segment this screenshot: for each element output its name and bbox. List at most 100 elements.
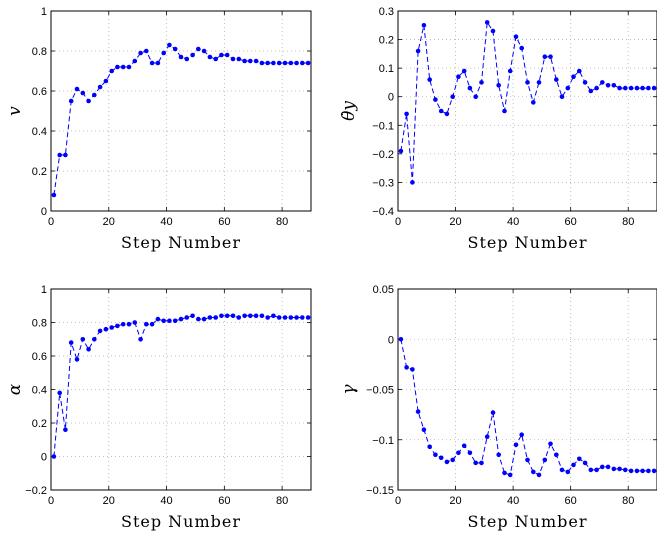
data-point xyxy=(305,315,311,320)
y-tick-label: −0.15 xyxy=(366,485,394,497)
data-point xyxy=(433,452,438,458)
data-point xyxy=(236,56,242,62)
data-point xyxy=(502,108,507,114)
data-point xyxy=(554,452,559,458)
data-point xyxy=(623,85,628,91)
y-tick-label: 0.6 xyxy=(32,86,47,98)
data-point xyxy=(115,64,120,70)
data-point xyxy=(138,337,143,342)
y-axis-label: α xyxy=(5,383,25,395)
data-point xyxy=(398,148,404,154)
data-point xyxy=(259,313,265,319)
data-point xyxy=(461,443,467,449)
data-point xyxy=(167,42,172,48)
chart-panel-2: 0 20 40 60 80 −0.4 −0.3 −0.2 −0.1 0 0.1 0.2 0.3 Step … xyxy=(339,6,657,252)
y-tick-label: −0.2 xyxy=(25,485,47,497)
data-point xyxy=(473,94,479,99)
x-tick-label: 0 xyxy=(48,216,54,228)
data-point xyxy=(410,367,415,372)
data-point xyxy=(617,85,622,91)
data-point xyxy=(507,68,513,74)
x-tick-label: 60 xyxy=(218,216,230,228)
data-point xyxy=(242,313,247,319)
data-point xyxy=(421,427,427,433)
data-point xyxy=(617,466,622,472)
data-point xyxy=(513,442,519,448)
x-axis-label: Step Number xyxy=(121,512,241,531)
data-point xyxy=(178,54,184,60)
x-tick-label: 80 xyxy=(622,216,634,228)
data-point xyxy=(415,48,421,54)
data-point xyxy=(444,459,450,465)
data-point xyxy=(582,80,588,85)
data-point xyxy=(253,313,259,319)
data-point xyxy=(184,315,190,320)
data-point xyxy=(623,467,628,473)
data-point xyxy=(184,56,190,62)
data-point xyxy=(144,48,149,54)
data-point xyxy=(577,456,582,462)
y-tick-label: 0 xyxy=(41,206,47,218)
data-point xyxy=(294,60,299,66)
data-point xyxy=(582,460,588,466)
data-point xyxy=(640,468,645,474)
data-point xyxy=(51,192,57,198)
data-point xyxy=(605,464,611,470)
x-tick-label: 80 xyxy=(622,495,634,507)
data-point xyxy=(456,450,461,456)
data-point xyxy=(404,111,409,117)
data-point xyxy=(86,98,91,104)
data-point xyxy=(628,85,634,91)
data-point xyxy=(554,77,559,82)
data-point xyxy=(103,78,109,84)
data-point xyxy=(433,97,438,102)
data-point xyxy=(542,54,548,59)
data-point xyxy=(300,60,305,66)
data-point xyxy=(646,468,651,474)
data-point xyxy=(450,457,456,463)
data-point xyxy=(265,60,271,66)
y-tick-label: −0.3 xyxy=(372,177,394,189)
y-tick-label: −0.05 xyxy=(366,385,394,397)
data-point xyxy=(404,365,409,370)
data-point xyxy=(288,315,294,320)
data-point xyxy=(97,328,103,334)
y-tick-label: −0.1 xyxy=(372,120,394,132)
y-tick-label: 0 xyxy=(41,452,47,464)
data-point xyxy=(651,468,657,474)
data-point xyxy=(126,64,132,70)
x-tick-label: 20 xyxy=(449,216,461,228)
y-tick-label: 0.8 xyxy=(32,318,47,330)
data-point xyxy=(484,434,490,440)
data-point xyxy=(92,92,97,98)
data-point xyxy=(51,454,57,459)
data-point xyxy=(634,468,640,474)
y-tick-label: 1 xyxy=(41,6,47,18)
x-tick-label: 40 xyxy=(507,216,519,228)
data-point xyxy=(450,94,456,99)
x-tick-label: 80 xyxy=(276,495,288,507)
data-point xyxy=(242,58,247,64)
data-point xyxy=(253,58,259,64)
data-point xyxy=(536,80,542,85)
y-axis-label: θ̇y xyxy=(339,101,359,121)
data-point xyxy=(155,316,161,322)
data-point xyxy=(74,357,80,362)
data-point xyxy=(640,85,645,91)
x-tick-label: 0 xyxy=(395,495,401,507)
data-point xyxy=(531,469,536,475)
data-point xyxy=(190,313,195,319)
y-tick-label: −0.2 xyxy=(372,149,394,161)
data-point xyxy=(161,318,166,324)
data-point xyxy=(634,85,640,91)
data-point xyxy=(265,315,271,320)
plot-frame xyxy=(397,10,657,212)
data-point xyxy=(236,315,242,320)
data-point xyxy=(646,85,651,91)
data-point xyxy=(519,432,524,438)
series-line xyxy=(400,20,655,183)
data-point xyxy=(248,58,253,64)
data-point xyxy=(276,315,282,320)
x-tick-label: 20 xyxy=(449,495,461,507)
x-axis-label: Step Number xyxy=(467,512,587,531)
